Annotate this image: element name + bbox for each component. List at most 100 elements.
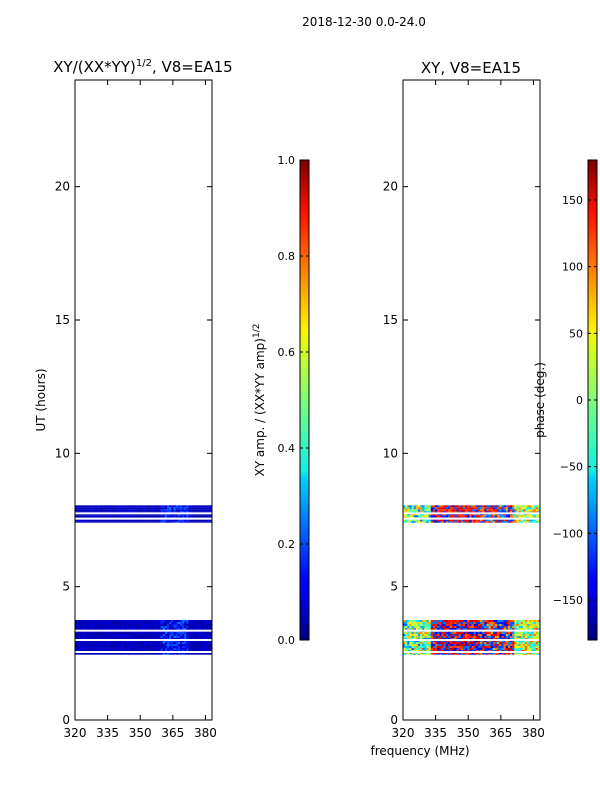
heatmap-cell (445, 505, 449, 508)
heatmap-cell (465, 628, 468, 630)
heatmap-cell (426, 646, 429, 648)
heatmap-cell (403, 521, 406, 523)
heatmap-cell (452, 626, 455, 628)
heatmap-cell (130, 642, 134, 644)
heatmap-cell (497, 634, 500, 636)
heatmap-cell (437, 636, 440, 638)
heatmap-cell (85, 636, 89, 638)
heatmap-cell (175, 519, 179, 522)
heatmap-cell (137, 521, 140, 523)
heatmap-cell (134, 620, 138, 622)
heatmap-cell (458, 632, 462, 634)
heatmap-cell (209, 628, 212, 630)
heatmap-cell (480, 515, 483, 518)
heatmap-cell (439, 521, 442, 523)
heatmap-cell (100, 509, 104, 512)
heatmap-cell (424, 642, 427, 644)
heatmap-cell (83, 622, 86, 624)
heatmap-cell (109, 624, 112, 626)
heatmap-cell (475, 622, 479, 624)
heatmap-cell (469, 644, 472, 646)
heatmap-cell (149, 632, 153, 634)
heatmap-cell (428, 648, 432, 650)
heatmap-cell (518, 620, 522, 622)
heatmap-cell (145, 624, 149, 626)
heatmap-cell (514, 626, 517, 628)
heatmap-cell (477, 632, 481, 634)
heatmap-cell (130, 644, 134, 646)
heatmap-cell (413, 654, 417, 655)
heatmap-cell (426, 515, 429, 518)
heatmap-cell (171, 515, 174, 518)
heatmap-cell (520, 644, 524, 646)
heatmap-cell (486, 644, 489, 646)
heatmap-cell (182, 620, 185, 622)
heatmap-cell (179, 636, 183, 638)
heatmap-cell (422, 636, 425, 638)
heatmap-cell (465, 634, 468, 636)
heatmap-cell (424, 624, 427, 626)
heatmap-cell (501, 519, 504, 522)
heatmap-cell (79, 509, 82, 512)
heatmap-cell (81, 519, 84, 522)
heatmap-cell (132, 654, 136, 655)
heatmap-cell (413, 642, 417, 644)
heatmap-cell (75, 646, 78, 648)
heatmap-cell (167, 509, 170, 512)
heatmap-cell (126, 646, 129, 648)
heatmap-cell (471, 654, 474, 655)
heatmap-cell (537, 654, 540, 655)
heatmap-cell (81, 511, 84, 514)
heatmap-cell (501, 515, 504, 518)
heatmap-cell (525, 505, 528, 508)
heatmap-cell (430, 648, 434, 650)
heatmap-cell (104, 626, 108, 628)
heatmap-cell (117, 626, 121, 628)
heatmap-cell (188, 648, 191, 650)
heatmap-cell (424, 509, 427, 512)
heatmap-cell (503, 622, 507, 624)
heatmap-cell (77, 509, 80, 512)
heatmap-cell (473, 626, 477, 628)
heatmap-cell (527, 505, 530, 508)
heatmap-cell (520, 519, 524, 522)
heatmap-cell (160, 509, 164, 512)
heatmap-cell (162, 646, 166, 648)
heatmap-cell (132, 636, 136, 638)
heatmap-cell (124, 632, 127, 634)
heatmap-cell (435, 624, 438, 626)
heatmap-cell (456, 511, 459, 514)
heatmap-cell (475, 648, 479, 650)
heatmap-cell (87, 642, 91, 644)
heatmap-cell (447, 515, 451, 518)
heatmap-cell (119, 519, 123, 522)
heatmap-cell (486, 622, 489, 624)
heatmap-cell (488, 626, 492, 628)
heatmap-cell (467, 620, 470, 622)
heatmap-cell (117, 622, 121, 624)
heatmap-cell (426, 642, 429, 644)
panel-title-main: XY/(XX*YY) (53, 58, 136, 76)
heatmap-cell (197, 622, 200, 624)
heatmap-cell (156, 505, 159, 508)
heatmap-cell (403, 646, 406, 648)
heatmap-cell (527, 622, 530, 624)
heatmap-cell (529, 644, 532, 646)
heatmap-cell (96, 624, 99, 626)
heatmap-cell (422, 509, 425, 512)
heatmap-cell (139, 622, 142, 624)
heatmap-cell (109, 515, 112, 518)
heatmap-cell (132, 620, 136, 622)
heatmap-cell (128, 642, 131, 644)
heatmap-cell (134, 624, 138, 626)
heatmap-cell (89, 624, 93, 626)
heatmap-cell (505, 628, 509, 630)
heatmap-cell (188, 624, 191, 626)
heatmap-cell (190, 509, 194, 512)
heatmap-cell (403, 628, 406, 630)
heatmap-cell (522, 521, 526, 523)
heatmap-cell (452, 521, 455, 523)
heatmap-cell (469, 646, 472, 648)
heatmap-cell (454, 646, 457, 648)
heatmap-cell (160, 505, 164, 508)
